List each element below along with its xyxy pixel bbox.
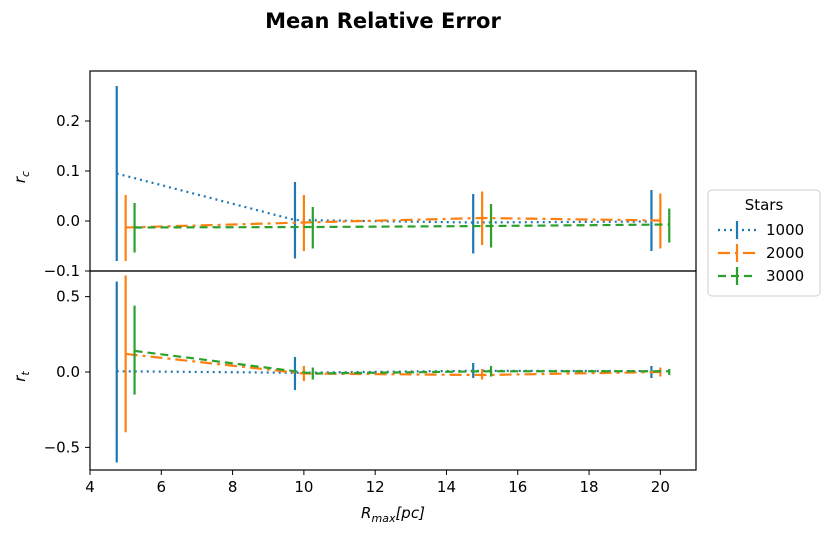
x-tick-label: 10 [294, 478, 313, 496]
series-line-3000 [134, 349, 670, 375]
y-axis-label-sub: t [19, 371, 32, 376]
x-tick-label: 18 [580, 478, 599, 496]
y-tick-label: 0.0 [56, 212, 80, 230]
panel-rt-series [115, 275, 671, 463]
x-tick-label: 6 [157, 478, 167, 496]
y-tick-label: 0.1 [56, 162, 80, 180]
x-axis-label-main: R [361, 504, 371, 522]
y-axis-label-sub: c [19, 171, 32, 177]
series-line-2000 [125, 216, 661, 229]
x-axis-label-sub: max [371, 512, 395, 525]
series-line-1000 [116, 172, 652, 224]
legend-label-3000: 3000 [766, 267, 804, 285]
x-tick-label: 8 [228, 478, 238, 496]
legend-title: Stars [745, 196, 784, 214]
x-tick-label: 4 [85, 478, 95, 496]
panel-rc-series [115, 86, 671, 261]
y-tick-label: 0.5 [56, 288, 80, 306]
y-tick-label: −0.1 [44, 262, 80, 280]
x-tick-label: 12 [366, 478, 385, 496]
x-tick-label: 14 [437, 478, 456, 496]
x-tick-label: 16 [508, 478, 527, 496]
series-line-3000 [134, 223, 670, 229]
y-axis-label-main: r [11, 176, 29, 183]
legend-label-2000: 2000 [766, 244, 804, 262]
legend: Stars 1000 2000 3000 [707, 189, 821, 297]
panel-rt-frame [89, 270, 697, 471]
y-tick-label: −0.5 [44, 438, 80, 456]
y-axis-label-rc: rc [11, 171, 32, 183]
series-line-2000 [125, 352, 661, 377]
y-axis-label-main: r [11, 375, 29, 382]
x-axis-label-unit: [pc] [395, 504, 425, 522]
y-axis-label-rt: rt [11, 371, 32, 382]
panel-rc-frame [89, 70, 697, 272]
x-axis-label: Rmax[pc] [361, 504, 425, 525]
x-tick-label: 20 [651, 478, 670, 496]
legend-label-1000: 1000 [766, 221, 804, 239]
y-tick-label: 0.2 [56, 112, 80, 130]
chart-title: Mean Relative Error [265, 9, 501, 33]
y-tick-label: 0.0 [56, 363, 80, 381]
